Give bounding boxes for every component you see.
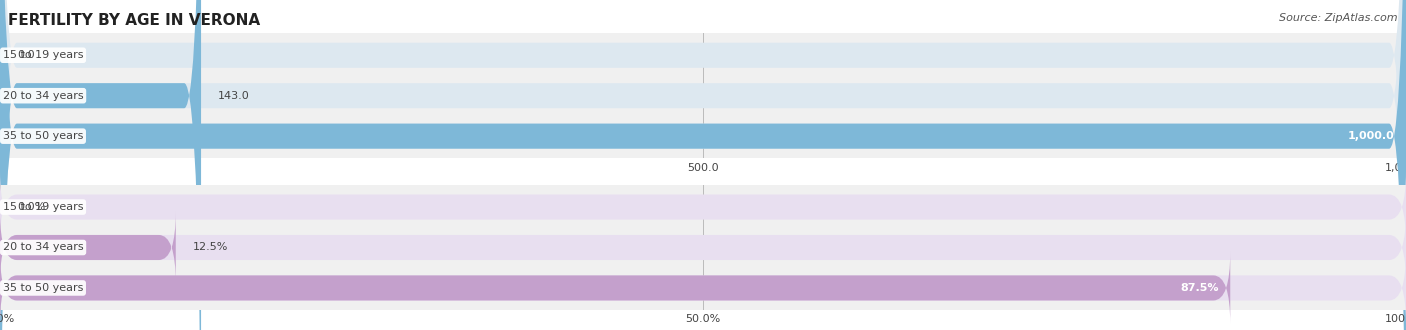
FancyBboxPatch shape	[0, 212, 1406, 283]
FancyBboxPatch shape	[0, 0, 201, 330]
Text: 87.5%: 87.5%	[1181, 283, 1219, 293]
Text: Source: ZipAtlas.com: Source: ZipAtlas.com	[1279, 13, 1398, 23]
Text: 143.0: 143.0	[218, 91, 250, 101]
Text: 20 to 34 years: 20 to 34 years	[3, 91, 83, 101]
FancyBboxPatch shape	[0, 171, 1406, 243]
Text: 15 to 19 years: 15 to 19 years	[3, 202, 83, 212]
Text: 1,000.0: 1,000.0	[1348, 131, 1395, 141]
Text: 35 to 50 years: 35 to 50 years	[3, 131, 83, 141]
FancyBboxPatch shape	[0, 252, 1230, 324]
Text: 15 to 19 years: 15 to 19 years	[3, 50, 83, 60]
Text: FERTILITY BY AGE IN VERONA: FERTILITY BY AGE IN VERONA	[8, 13, 260, 28]
Text: 35 to 50 years: 35 to 50 years	[3, 283, 83, 293]
FancyBboxPatch shape	[0, 212, 176, 283]
FancyBboxPatch shape	[0, 252, 1406, 324]
Text: 0.0%: 0.0%	[17, 202, 45, 212]
Text: 0.0: 0.0	[17, 50, 35, 60]
Text: 12.5%: 12.5%	[193, 243, 228, 252]
Text: 20 to 34 years: 20 to 34 years	[3, 243, 83, 252]
